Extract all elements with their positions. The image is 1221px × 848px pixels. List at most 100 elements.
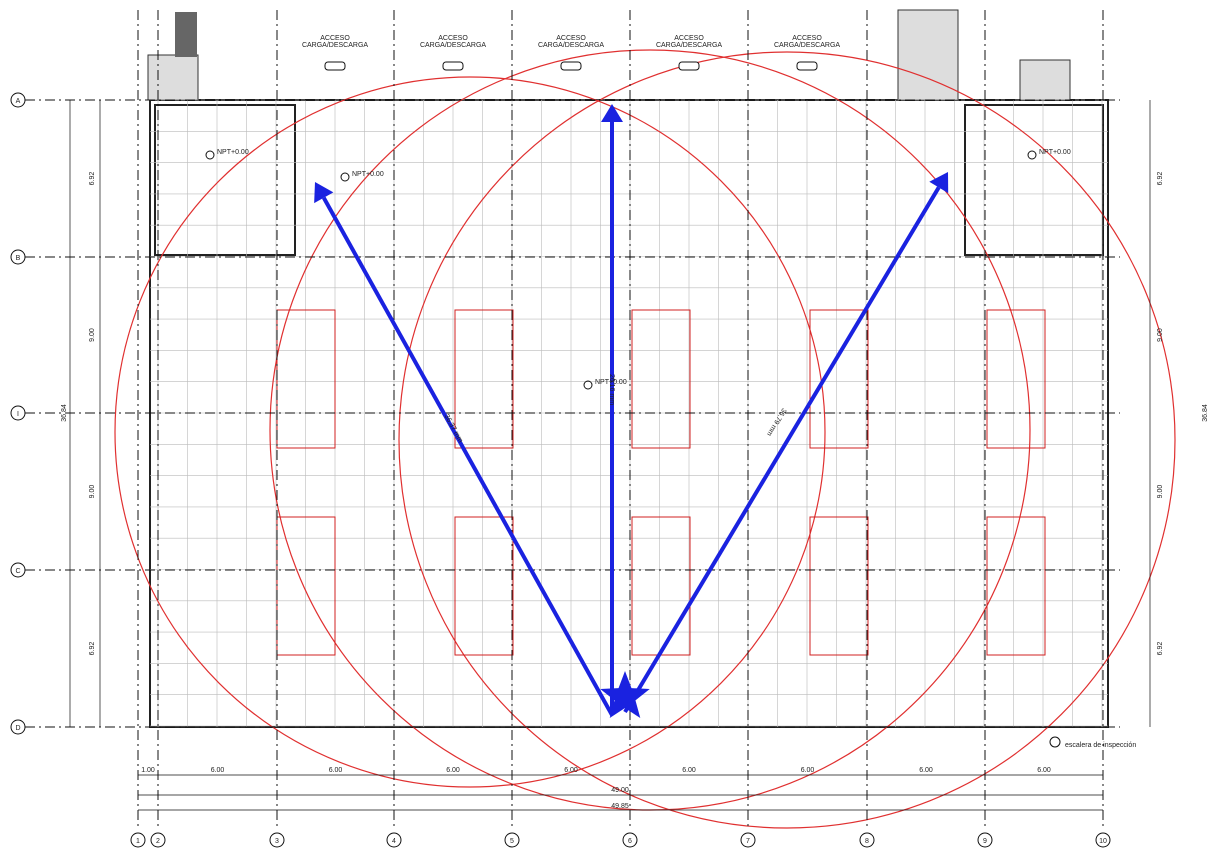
access-label: ACCESO <box>438 35 468 42</box>
dim-label: 6.92 <box>89 172 96 186</box>
dim-label: 1.00 <box>141 767 155 774</box>
grid-bubble <box>859 832 875 848</box>
grid-bubble <box>130 832 146 848</box>
rack <box>809 309 869 449</box>
stair-center <box>897 9 959 101</box>
door-tag <box>442 61 464 71</box>
dim-label: 6.00 <box>211 767 225 774</box>
distance-arrow <box>322 196 614 716</box>
dim-label: 6.00 <box>682 767 696 774</box>
grid-col-label: 5 <box>510 838 514 845</box>
access-label: ACCESO <box>320 35 350 42</box>
grid-bubble <box>386 832 402 848</box>
coverage <box>114 49 1176 829</box>
rack <box>454 309 514 449</box>
dim-total: 36.84 <box>1202 404 1209 422</box>
access-label: CARGA/DESCARGA <box>302 42 368 49</box>
grid-col-label: 6 <box>628 838 632 845</box>
dim-label: 9.00 <box>89 485 96 499</box>
door-tag <box>678 61 700 71</box>
grid-col-label: 8 <box>865 838 869 845</box>
dim-label: 6.00 <box>329 767 343 774</box>
dim-label: 6.00 <box>446 767 460 774</box>
dim-total: 49.85 <box>611 803 629 810</box>
grid-bubble <box>10 405 26 421</box>
dim-label: 9.00 <box>1157 328 1164 342</box>
access-label: CARGA/DESCARGA <box>538 42 604 49</box>
access-label: ACCESO <box>556 35 586 42</box>
dim-label: 9.00 <box>1157 485 1164 499</box>
arrow-label: 26.16 mm <box>608 374 615 405</box>
rack <box>631 309 691 449</box>
grid-bubble <box>10 92 26 108</box>
level-mark <box>1027 150 1037 160</box>
grid-row-label: B <box>16 255 21 262</box>
dim-label: 6.00 <box>801 767 815 774</box>
grid-bubble <box>10 562 26 578</box>
dim-label: 6.92 <box>89 642 96 656</box>
rack <box>986 516 1046 656</box>
dim-label: 6.92 <box>1157 172 1164 186</box>
rack <box>454 516 514 656</box>
grid-row-label: I <box>17 411 19 418</box>
access-label: CARGA/DESCARGA <box>420 42 486 49</box>
level-mark <box>583 380 593 390</box>
coverage-circle <box>114 76 826 788</box>
access-label: CARGA/DESCARGA <box>774 42 840 49</box>
grid-bubble <box>1095 832 1111 848</box>
dim-label: 9.00 <box>89 328 96 342</box>
axis-grid <box>10 10 1151 848</box>
grid-col-label: 2 <box>156 838 160 845</box>
level-mark <box>205 150 215 160</box>
access-label: ACCESO <box>674 35 704 42</box>
coverage-circle <box>398 51 1176 829</box>
distance-arrow <box>623 186 941 714</box>
grid-row-label: D <box>15 725 20 732</box>
grid-bubble <box>504 832 520 848</box>
arrow-head <box>601 104 623 122</box>
rack <box>986 309 1046 449</box>
note: escalera de inspección <box>1065 742 1136 749</box>
origin-star <box>600 671 650 719</box>
arrow-head <box>929 172 949 194</box>
grid-col-label: 7 <box>746 838 750 845</box>
grid-bubble <box>977 832 993 848</box>
rack <box>809 516 869 656</box>
level-mark <box>340 172 350 182</box>
stair-right <box>1019 59 1071 101</box>
dim-label: 6.00 <box>919 767 933 774</box>
level-label: NPT+0.00 <box>217 149 249 156</box>
grid-bubble <box>622 832 638 848</box>
grid-bubble <box>10 249 26 265</box>
grid-bubble <box>269 832 285 848</box>
door-tag <box>324 61 346 71</box>
inspection-mark <box>1049 736 1061 748</box>
door-tag <box>796 61 818 71</box>
arrow-head <box>314 182 334 204</box>
dim-label: 6.92 <box>1157 642 1164 656</box>
access-label: CARGA/DESCARGA <box>656 42 722 49</box>
office-left <box>154 104 296 256</box>
grid-col-label: 4 <box>392 838 396 845</box>
grid-bubble <box>10 719 26 735</box>
access-label: ACCESO <box>792 35 822 42</box>
grid-col-label: 10 <box>1099 838 1107 845</box>
stair-left <box>147 54 199 101</box>
grid-col-label: 9 <box>983 838 987 845</box>
level-label: NPT+0.00 <box>352 171 384 178</box>
grid-row-label: A <box>16 98 21 105</box>
grid-col-label: 3 <box>275 838 279 845</box>
dim-total: 49.00 <box>611 787 629 794</box>
dim-total: 36.84 <box>61 404 68 422</box>
dim-label: 6.00 <box>1037 767 1051 774</box>
grid-row-label: C <box>15 568 20 575</box>
arrows <box>314 104 949 719</box>
level-label: NPT+0.00 <box>595 379 627 386</box>
door-tag <box>560 61 582 71</box>
level-label: NPT+0.00 <box>1039 149 1071 156</box>
column-block <box>175 12 197 57</box>
grid-bubble <box>740 832 756 848</box>
grid-bubble <box>150 832 166 848</box>
